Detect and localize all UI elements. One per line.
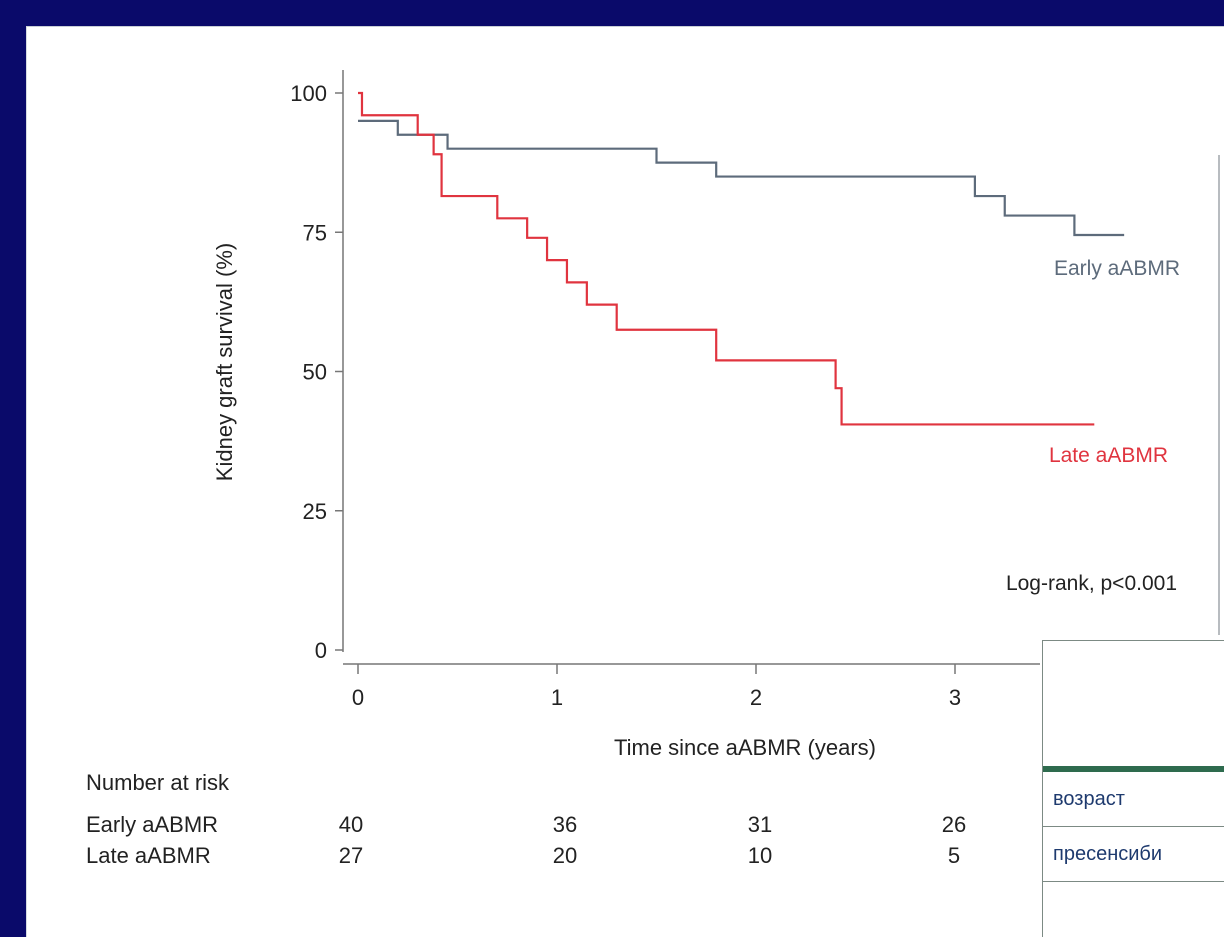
overlay-table-header [1043, 641, 1224, 772]
y-tick-label: 0 [315, 638, 327, 663]
y-axis: 0 25 50 75 100 [290, 70, 344, 663]
overlay-row-presensitization: пресенсиби [1043, 827, 1224, 882]
log-rank-annotation: Log-rank, p<0.001 [1006, 572, 1177, 595]
risk-value: 20 [553, 843, 577, 868]
x-tick-label: 1 [551, 685, 563, 710]
legend-label-early: Early aABMR [1054, 257, 1180, 280]
risk-table-title: Number at risk [86, 770, 230, 795]
y-tick-label: 100 [290, 81, 327, 106]
risk-values: 40 36 31 26 27 20 10 5 [339, 812, 966, 868]
series-layer [358, 91, 1125, 426]
x-tick-label: 3 [949, 685, 961, 710]
risk-value: 31 [748, 812, 772, 837]
overlay-row-age: возраст [1043, 772, 1224, 827]
risk-value: 27 [339, 843, 363, 868]
risk-value: 5 [948, 843, 960, 868]
series-line-early-aabmr [358, 119, 1125, 237]
y-tick-label: 50 [303, 360, 327, 385]
x-axis: 0 1 2 3 [343, 663, 1040, 710]
risk-value: 40 [339, 812, 363, 837]
legend-label-late: Late aABMR [1049, 444, 1168, 467]
x-axis-label: Time since aABMR (years) [614, 735, 876, 760]
overlay-table: возраст пресенсиби [1042, 640, 1224, 937]
risk-value: 36 [553, 812, 577, 837]
y-axis-label: Kidney graft survival (%) [212, 243, 237, 481]
risk-row-label-late: Late aABMR [86, 843, 211, 868]
y-tick-label: 75 [303, 220, 327, 245]
risk-value: 10 [748, 843, 772, 868]
risk-row-label-early: Early aABMR [86, 812, 218, 837]
panel-right-rule [1218, 155, 1220, 635]
x-tick-label: 2 [750, 685, 762, 710]
risk-value: 26 [942, 812, 966, 837]
x-tick-label: 0 [352, 685, 364, 710]
y-tick-label: 25 [303, 499, 327, 524]
series-line-late-aabmr [358, 91, 1095, 426]
figure-panel [26, 26, 1224, 937]
